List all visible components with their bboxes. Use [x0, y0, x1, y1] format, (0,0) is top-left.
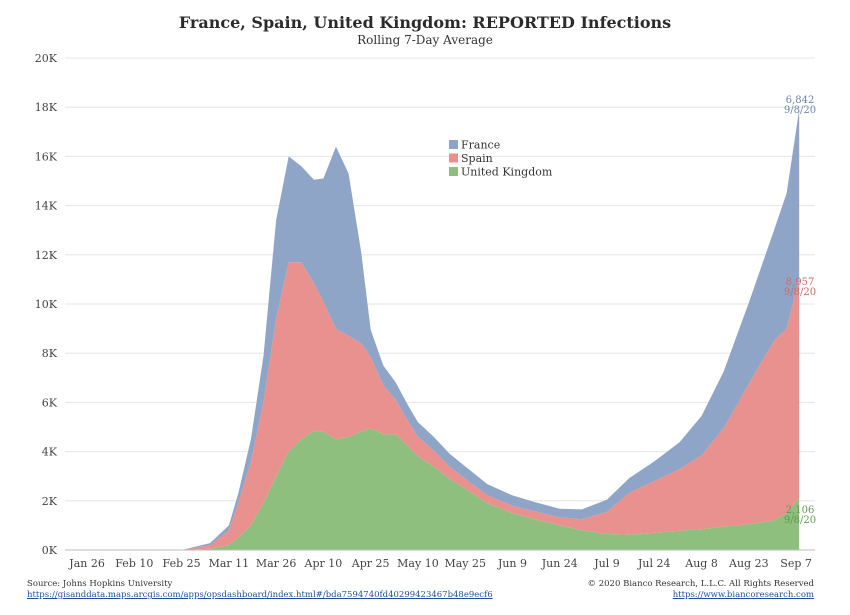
x-tick-label: Mar 26 — [256, 557, 297, 570]
x-tick-label: Apr 25 — [351, 557, 390, 570]
y-tick-label: 16K — [35, 150, 58, 163]
area-spain — [87, 262, 800, 550]
chart-title: France, Spain, United Kingdom: REPORTED … — [178, 13, 672, 32]
y-tick-label: 8K — [42, 347, 58, 360]
x-tick-label: Feb 10 — [115, 557, 153, 570]
chart-subtitle: Rolling 7-Day Average — [357, 33, 493, 47]
x-tick-label: Aug 8 — [684, 557, 718, 570]
y-tick-label: 10K — [35, 298, 58, 311]
y-tick-label: 4K — [42, 446, 58, 459]
end-label-value: 2,106 — [786, 505, 815, 516]
source-link-wrap: https://gisanddata.maps.arcgis.com/apps/… — [27, 590, 493, 600]
y-tick-label: 14K — [35, 200, 58, 213]
source-note: Source: Johns Hopkins University — [27, 579, 173, 589]
source-link[interactable]: https://gisanddata.maps.arcgis.com/apps/… — [27, 590, 493, 600]
y-tick-label: 20K — [35, 52, 58, 65]
website-link-wrap: https://www.biancoresearch.com — [673, 590, 814, 600]
x-tick-label: Jun 24 — [541, 557, 578, 570]
x-tick-label: May 25 — [444, 557, 486, 570]
legend-label: Spain — [461, 152, 493, 165]
legend-label: France — [461, 139, 500, 152]
end-label-date: 9/8/20 — [784, 105, 816, 116]
x-tick-label: Jul 24 — [637, 557, 671, 570]
end-label-date: 9/8/20 — [784, 515, 816, 526]
x-axis: Jan 26 Feb 10 Feb 25 Mar 11 Mar 26 Apr 10 Apr … — [65, 549, 815, 570]
y-tick-label: 18K — [35, 101, 58, 114]
y-axis: 0K 2K 4K 6K 8K 10K 12K 14K 16K 18K 20K — [35, 52, 58, 557]
x-tick-label: Aug 23 — [728, 557, 769, 570]
legend-swatch — [449, 140, 458, 149]
end-label-value: 6,842 — [786, 95, 815, 106]
end-label-value: 8,957 — [786, 277, 815, 288]
x-tick-label: Mar 11 — [209, 557, 250, 570]
x-tick-label: May 10 — [397, 557, 439, 570]
y-tick-label: 6K — [42, 396, 58, 409]
x-tick-label: Jun 9 — [497, 557, 527, 570]
legend-label: United Kingdom — [461, 166, 553, 179]
x-tick-label: Jul 9 — [593, 557, 620, 570]
x-tick-label: Feb 25 — [163, 557, 201, 570]
copyright-note: © 2020 Bianco Research, L.L.C. All Right… — [587, 579, 814, 589]
series-areas — [87, 109, 800, 550]
end-label-date: 9/8/20 — [784, 287, 816, 298]
y-tick-label: 0K — [42, 544, 58, 557]
legend-swatch — [449, 167, 458, 176]
x-tick-label: Jan 26 — [68, 557, 105, 570]
x-tick-label: Apr 10 — [304, 557, 343, 570]
legend-swatch — [449, 153, 458, 163]
y-tick-label: 2K — [42, 495, 58, 508]
website-link[interactable]: https://www.biancoresearch.com — [672, 590, 814, 600]
area-united-kingdom — [87, 428, 800, 550]
y-tick-label: 12K — [35, 249, 58, 262]
x-tick-label: Sep 7 — [780, 557, 812, 570]
